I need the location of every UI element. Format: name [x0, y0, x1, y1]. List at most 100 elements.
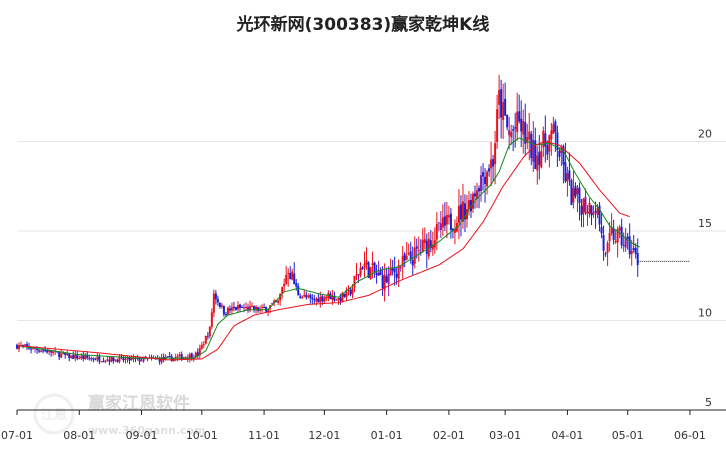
candle-body — [86, 355, 89, 358]
candle — [108, 356, 111, 366]
candle-body — [379, 270, 382, 276]
candle — [584, 188, 587, 216]
candle-body — [385, 276, 388, 283]
candle — [476, 182, 479, 208]
candle — [337, 297, 340, 305]
candle — [538, 134, 541, 180]
candle — [498, 74, 501, 120]
candle — [488, 164, 491, 177]
candle-body — [178, 354, 181, 357]
candle-body — [257, 307, 260, 311]
candle-body — [439, 223, 442, 231]
candle — [447, 205, 450, 225]
candle — [459, 195, 462, 237]
candle-body — [357, 274, 360, 276]
candle — [592, 205, 595, 218]
candle — [279, 293, 282, 306]
candle — [206, 331, 209, 340]
candle — [556, 125, 559, 167]
candle-body — [596, 207, 599, 215]
candle — [283, 278, 286, 293]
candle-body — [92, 358, 95, 360]
candle-body — [369, 267, 372, 280]
candle-body — [504, 98, 507, 116]
candle-body — [534, 140, 537, 170]
candle-body — [62, 352, 65, 355]
candle-body — [463, 203, 466, 220]
candle-body — [166, 356, 169, 358]
candle — [518, 94, 521, 124]
chart-title: 光环新网(300383)赢家乾坤K线 — [236, 14, 490, 35]
candle — [301, 295, 304, 300]
candle — [188, 352, 191, 363]
candle-body — [58, 351, 61, 358]
candle — [377, 260, 380, 276]
x-tick-label-03-01: 03-01 — [489, 429, 521, 442]
candle — [82, 351, 85, 362]
candle — [510, 124, 513, 146]
candle-body — [465, 209, 468, 220]
candle — [403, 251, 406, 268]
candle — [285, 265, 288, 286]
candle — [343, 293, 346, 298]
candle-body — [142, 357, 145, 362]
candle — [94, 357, 97, 361]
candle-body — [18, 345, 21, 349]
candle — [457, 189, 460, 240]
candle — [614, 229, 617, 244]
candle-body — [572, 188, 575, 203]
candle — [413, 236, 416, 269]
candle-body — [498, 90, 501, 105]
candle — [437, 222, 440, 232]
candle-body — [536, 155, 539, 171]
candle-body — [64, 352, 67, 355]
candle — [64, 352, 67, 359]
candle — [514, 112, 517, 148]
candle-body — [349, 289, 352, 295]
candle — [570, 178, 573, 206]
candle — [261, 304, 264, 313]
candle — [76, 350, 79, 361]
candle-body — [510, 131, 513, 138]
candle-body — [626, 236, 629, 239]
candle-body — [453, 228, 456, 233]
candle-body — [146, 358, 149, 360]
candle-body — [423, 239, 426, 243]
candle-body — [554, 121, 557, 133]
candle — [578, 182, 581, 221]
candle-body — [305, 294, 308, 298]
candle-body — [88, 358, 91, 360]
candle-body — [594, 210, 597, 213]
candle-body — [245, 307, 248, 309]
candle-body — [26, 344, 29, 347]
candle-body — [616, 229, 619, 243]
candle-body — [150, 356, 153, 359]
candle — [534, 127, 537, 170]
candle-body — [397, 265, 400, 279]
candle — [620, 218, 623, 249]
candle-body — [578, 187, 581, 203]
candle — [251, 302, 254, 308]
candle-body — [592, 212, 595, 215]
candle-body — [222, 305, 225, 315]
candle-body — [285, 274, 288, 284]
candle-body — [82, 355, 85, 359]
candle-body — [206, 335, 209, 337]
candle-body — [198, 348, 201, 356]
candle-body — [333, 295, 336, 301]
x-axis: 07-01 08-01 09-01 10-01 11-01 12-01 01-01 02-01… — [1, 409, 726, 442]
candle-body — [293, 273, 296, 285]
candle-body — [502, 101, 505, 120]
candle-body — [283, 283, 286, 287]
candle-body — [576, 188, 579, 195]
candle-body — [138, 357, 141, 362]
candle — [240, 305, 243, 308]
candle-body — [22, 344, 25, 346]
candle — [453, 219, 456, 245]
candle — [425, 233, 428, 269]
candle-body — [299, 296, 302, 299]
candle-body — [556, 132, 559, 151]
candle-body — [415, 246, 418, 249]
candle — [552, 116, 555, 135]
